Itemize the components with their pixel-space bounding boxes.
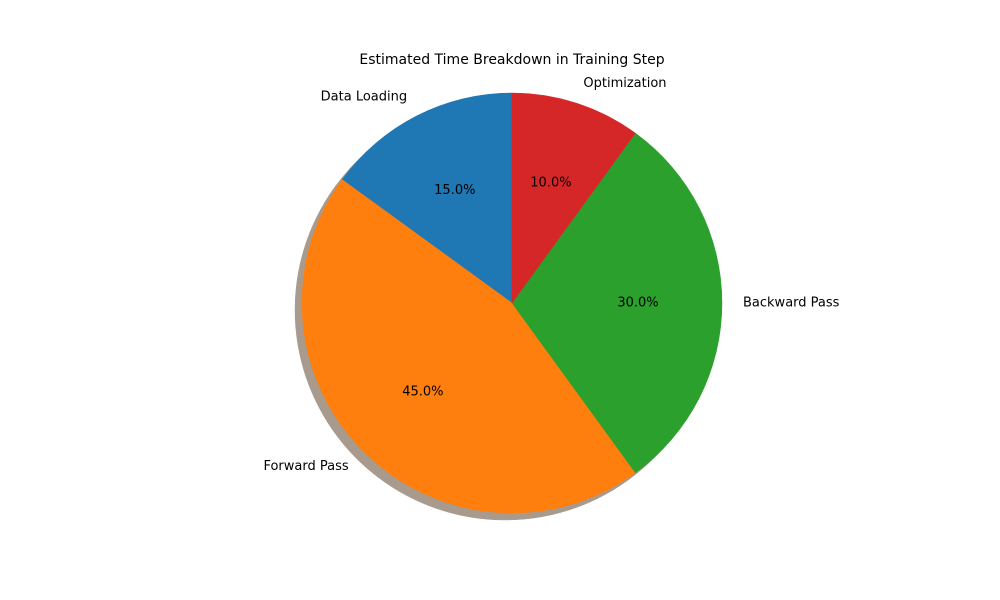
pct-label-optimization: 10.0%	[530, 176, 571, 191]
slice-label-optimization: Optimization	[583, 76, 666, 91]
pie-slice-data-loading	[341, 92, 513, 304]
pie-slice-optimization	[511, 92, 636, 304]
pie-slice-forward-pass	[301, 179, 636, 514]
slice-label-backward-pass: Backward Pass	[743, 296, 840, 311]
pie-labels: 15.0% Data Loading 45.0% Forward Pass 30.0% B…	[263, 76, 839, 474]
slice-label-data-loading: Data Loading	[321, 90, 407, 105]
pct-label-data-loading: 15.0%	[434, 183, 475, 198]
chart-title: Estimated Time Breakdown in Training Ste…	[359, 52, 664, 68]
pie-slice-backward-pass	[511, 132, 723, 474]
pie-slices	[301, 92, 723, 514]
pct-label-forward-pass: 45.0%	[402, 385, 443, 400]
slice-label-forward-pass: Forward Pass	[263, 459, 348, 474]
pct-label-backward-pass: 30.0%	[617, 296, 658, 311]
